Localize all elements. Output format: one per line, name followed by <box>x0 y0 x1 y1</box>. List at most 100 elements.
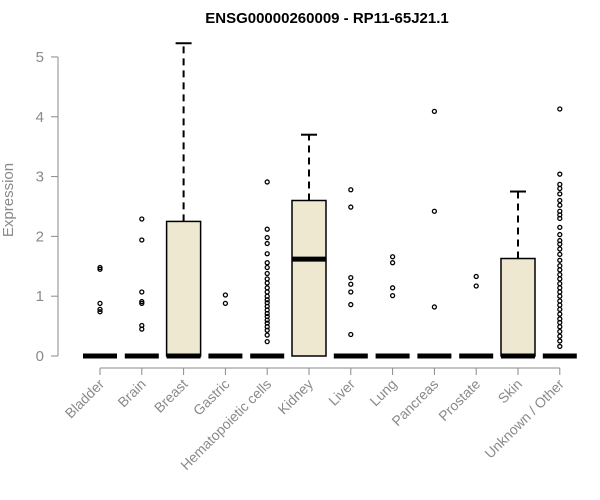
y-tick-label: 4 <box>36 109 44 126</box>
outlier-point <box>264 338 270 345</box>
outlier-point <box>97 306 103 312</box>
x-tick-label: Skin <box>495 376 526 407</box>
outlier-point <box>557 241 563 247</box>
outlier-point <box>557 257 563 263</box>
outlier-point <box>264 234 270 241</box>
outlier-point <box>348 204 354 210</box>
outlier-point <box>557 246 563 252</box>
outlier-point <box>264 332 270 338</box>
box-body <box>291 199 327 357</box>
outlier-point <box>557 343 563 350</box>
outlier-point <box>557 272 563 278</box>
outlier-point <box>389 260 396 266</box>
outlier-point <box>557 324 563 330</box>
outlier-point <box>264 276 270 282</box>
y-tick-label: 2 <box>36 228 44 245</box>
chart-title: ENSG00000260009 - RP11-65J21.1 <box>205 10 449 27</box>
outlier-point <box>139 298 145 305</box>
box-gastric <box>208 292 243 359</box>
outlier-point <box>97 266 103 272</box>
outlier-point <box>431 208 438 214</box>
outlier-point <box>557 202 563 208</box>
outlier-point <box>139 237 145 243</box>
box-unknown-other <box>542 106 577 359</box>
outlier-point <box>264 260 270 266</box>
outlier-point <box>431 108 438 115</box>
x-tick-label: Kidney <box>275 376 317 418</box>
outlier-point <box>264 270 270 277</box>
outlier-point <box>264 226 270 232</box>
outlier-point <box>139 289 145 295</box>
outlier-point <box>557 224 563 231</box>
outlier-point <box>264 240 270 247</box>
outlier-point <box>97 264 103 271</box>
outlier-point <box>97 309 103 315</box>
outlier-point <box>264 297 270 303</box>
outlier-point <box>139 326 145 332</box>
outlier-point <box>557 276 563 282</box>
y-tick-label: 3 <box>36 169 44 186</box>
outlier-point <box>557 319 563 326</box>
x-tick-label: Liver <box>325 376 358 409</box>
outlier-point <box>348 301 354 308</box>
outlier-point <box>348 289 354 295</box>
outlier-point <box>557 191 563 197</box>
outlier-point <box>557 215 563 222</box>
outlier-point <box>264 289 270 295</box>
outlier-point <box>139 300 145 307</box>
outlier-point <box>557 267 563 273</box>
box-skin <box>500 190 536 359</box>
x-tick-label: Unknown / Other <box>481 376 567 462</box>
outlier-point <box>557 328 563 335</box>
outlier-point <box>348 281 354 287</box>
outlier-point <box>264 310 270 317</box>
outlier-point <box>264 179 270 185</box>
outlier-point <box>557 306 563 312</box>
outlier-point <box>139 216 145 222</box>
y-tick-label: 1 <box>36 288 44 305</box>
outlier-point <box>97 300 103 307</box>
outlier-point <box>264 280 270 286</box>
outlier-point <box>557 231 563 238</box>
outlier-point <box>557 106 563 112</box>
box-body <box>165 220 202 357</box>
outlier-point <box>557 181 563 187</box>
outlier-point <box>264 251 270 257</box>
box-prostate <box>459 273 494 359</box>
outlier-point <box>389 254 396 260</box>
outlier-point <box>473 273 479 280</box>
outlier-point <box>264 264 270 271</box>
outlier-point <box>389 292 396 299</box>
outlier-point <box>557 185 563 192</box>
outlier-point <box>264 285 270 291</box>
outlier-point <box>557 311 563 317</box>
outlier-point <box>557 302 563 308</box>
box-kidney <box>291 133 327 357</box>
outlier-point <box>473 283 479 289</box>
box-bladder <box>83 264 117 359</box>
y-axis-label: Expression <box>0 163 17 237</box>
outlier-point <box>348 274 354 281</box>
x-tick-label: Bladder <box>62 376 108 422</box>
x-tick-label: Prostate <box>435 376 483 424</box>
box-brain <box>124 216 159 359</box>
x-tick-label: Brain <box>114 376 148 410</box>
outlier-point <box>557 298 563 304</box>
box-lung <box>375 254 410 359</box>
y-axis: 0 1 2 3 4 5 <box>36 49 59 365</box>
outlier-point <box>557 251 563 257</box>
outlier-point <box>557 285 563 291</box>
outlier-point <box>431 304 438 310</box>
y-tick-label: 5 <box>36 49 44 66</box>
outlier-point <box>557 338 563 344</box>
box-pancreas <box>417 108 452 359</box>
boxes <box>83 42 577 359</box>
outlier-point <box>557 197 563 204</box>
y-tick-label: 0 <box>36 348 44 365</box>
box-liver <box>333 187 368 359</box>
outlier-point <box>557 289 563 295</box>
outlier-point <box>557 293 563 299</box>
outlier-point <box>557 263 563 269</box>
outlier-point <box>264 327 270 333</box>
